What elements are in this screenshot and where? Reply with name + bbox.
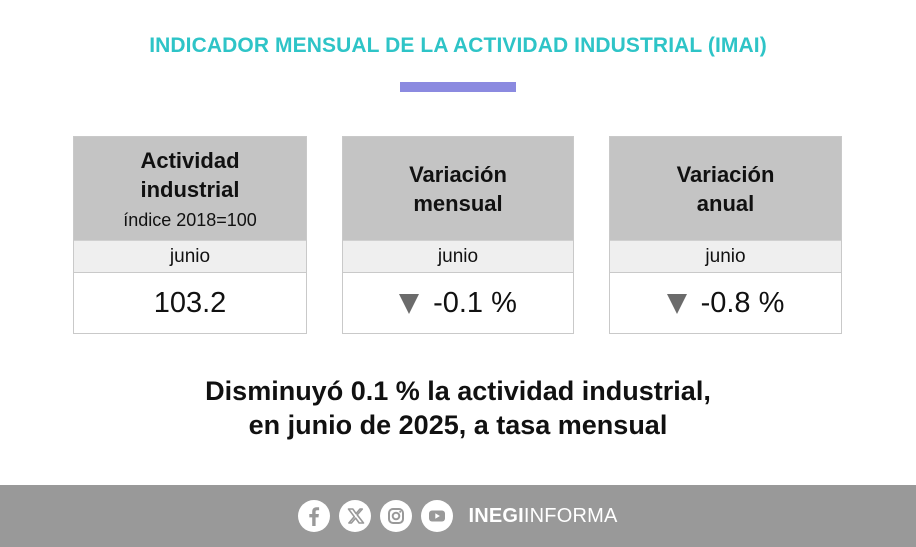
card-value-text: -0.1 % bbox=[433, 286, 517, 319]
x-icon[interactable] bbox=[339, 500, 372, 532]
card-header: Variación anual bbox=[610, 137, 841, 240]
down-triangle-icon bbox=[399, 294, 420, 314]
card-title: Variación anual bbox=[676, 161, 775, 216]
card-value: -0.1 % bbox=[343, 273, 573, 333]
headline-line-1: Disminuyó 0.1 % la actividad industrial, bbox=[205, 376, 711, 406]
card-subtitle: índice 2018=100 bbox=[123, 210, 257, 230]
card-value: -0.8 % bbox=[610, 273, 841, 333]
page-title: INDICADOR MENSUAL DE LA ACTIVIDAD INDUST… bbox=[149, 34, 767, 57]
card-value-text: 103.2 bbox=[153, 286, 227, 319]
card-value: 103.2 bbox=[74, 273, 306, 333]
card-period: junio bbox=[610, 240, 841, 273]
card-header: Variación mensual bbox=[343, 137, 573, 240]
card-actividad-industrial: Actividad industrial índice 2018=100 jun… bbox=[73, 136, 307, 334]
card-value-text: -0.8 % bbox=[700, 286, 785, 319]
card-period: junio bbox=[343, 240, 573, 273]
card-variacion-mensual: Variación mensual junio -0.1 % bbox=[342, 136, 574, 334]
card-header: Actividad industrial índice 2018=100 bbox=[74, 137, 306, 240]
card-title: Variación mensual bbox=[409, 161, 507, 216]
card-period: junio bbox=[74, 240, 306, 273]
youtube-icon[interactable] bbox=[421, 500, 454, 532]
headline: Disminuyó 0.1 % la actividad industrial,… bbox=[0, 374, 916, 442]
instagram-icon[interactable] bbox=[380, 500, 413, 532]
facebook-icon[interactable] bbox=[298, 500, 331, 532]
brand-bold: INEGI bbox=[468, 504, 524, 527]
footer-bar: INEGIINFORMA bbox=[0, 485, 916, 547]
accent-bar bbox=[400, 82, 516, 92]
headline-line-2: en junio de 2025, a tasa mensual bbox=[248, 410, 668, 440]
card-title: Actividad industrial bbox=[140, 148, 240, 202]
brand-name: INEGIINFORMA bbox=[468, 505, 617, 528]
card-variacion-anual: Variación anual junio -0.8 % bbox=[609, 136, 842, 334]
down-triangle-icon bbox=[666, 294, 687, 314]
brand-regular: INFORMA bbox=[523, 504, 618, 527]
